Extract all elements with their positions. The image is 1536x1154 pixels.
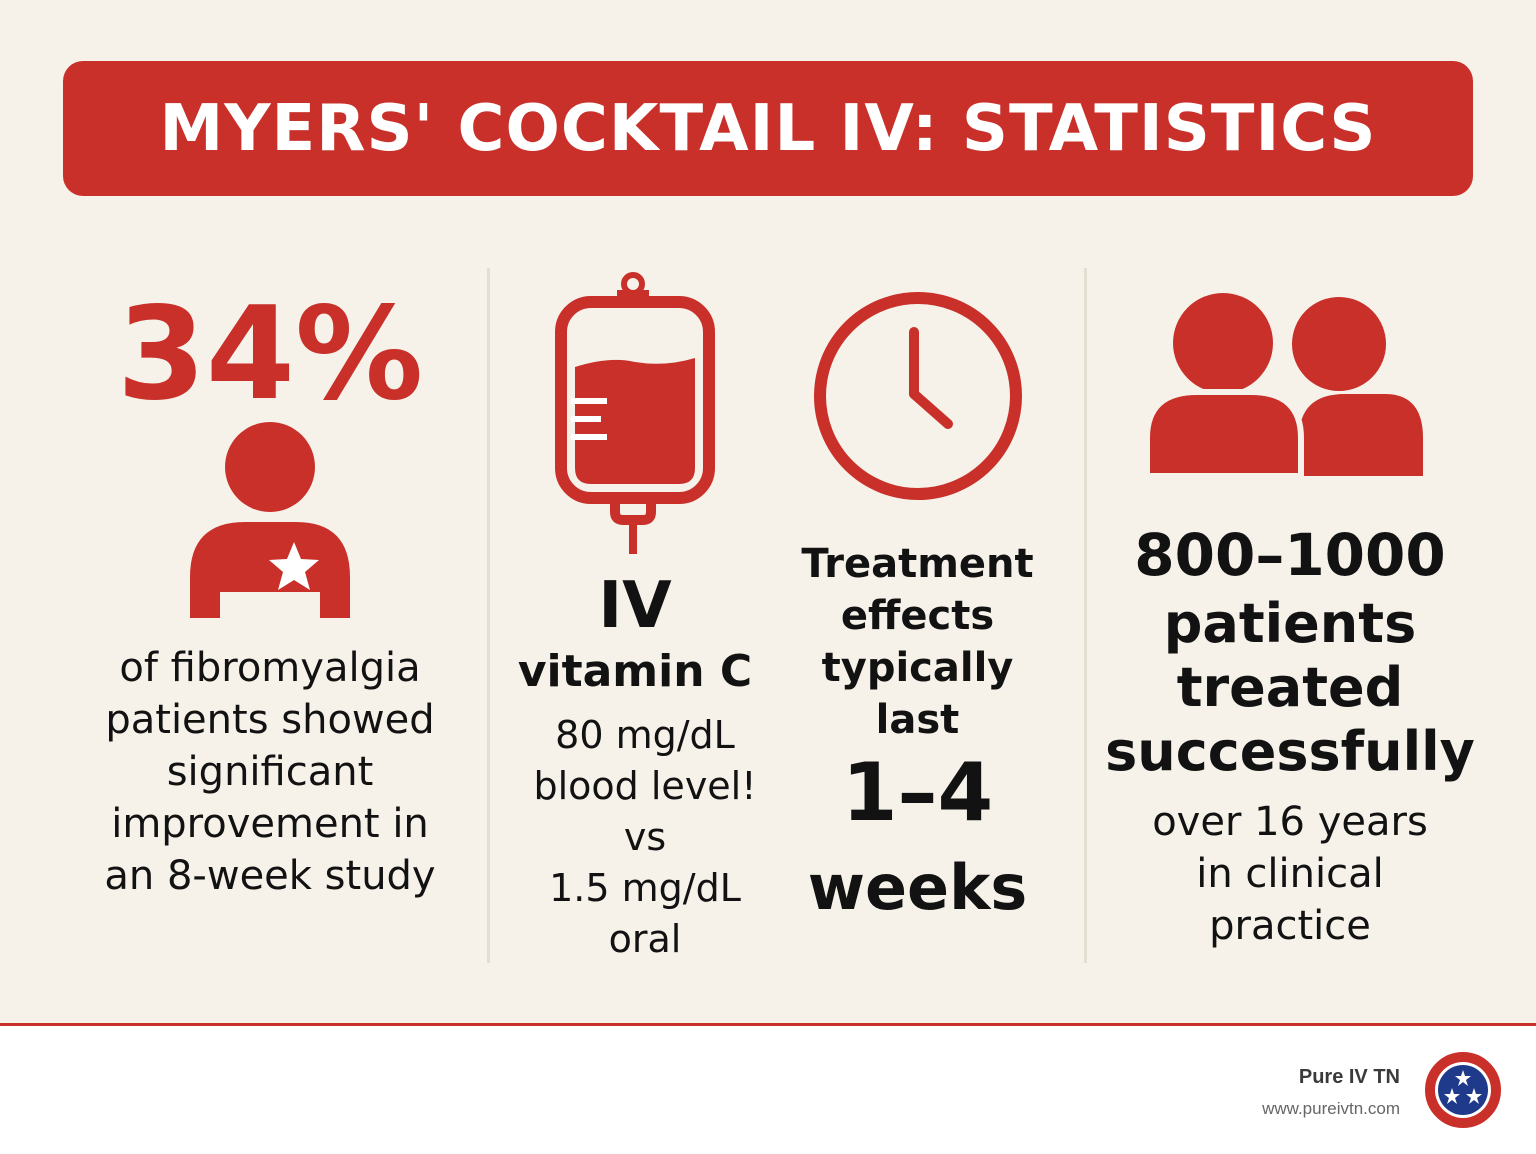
patients-label-line: successfully xyxy=(1105,720,1475,783)
column-divider xyxy=(487,268,490,963)
footer xyxy=(0,1026,1536,1154)
fibromyalgia-stat-value: 34% xyxy=(116,280,424,429)
duration-description-line: last xyxy=(875,697,960,743)
duration-range: 1–4 xyxy=(841,746,994,839)
clock-icon xyxy=(814,292,1022,500)
patients-count: 800–1000 xyxy=(1134,521,1446,589)
fibromyalgia-description-line: an 8-week study xyxy=(104,853,436,899)
person-star-icon xyxy=(190,422,350,618)
patients-detail: over 16 years in clinical practice xyxy=(1090,796,1490,952)
iv-comparison-line: 80 mg/dL xyxy=(555,713,735,757)
duration-description: Treatment effects typically last xyxy=(785,538,1050,746)
fibromyalgia-description-line: improvement in xyxy=(111,801,429,847)
patients-detail-line: over 16 years xyxy=(1152,799,1428,845)
iv-bag-icon xyxy=(555,272,715,554)
iv-comparison-line: oral xyxy=(608,917,682,961)
title-banner: MYERS' COCKTAIL IV: STATISTICS xyxy=(63,61,1473,196)
patients-detail-line: in clinical xyxy=(1196,851,1384,897)
iv-subheading: vitamin C xyxy=(517,646,753,697)
tennessee-logo-icon xyxy=(1423,1050,1503,1130)
iv-heading: IV xyxy=(598,569,672,643)
fibromyalgia-description-line: patients showed xyxy=(105,697,435,743)
patients-label-line: treated xyxy=(1176,656,1404,719)
duration-description-line: typically xyxy=(821,645,1014,691)
patients-detail-line: practice xyxy=(1209,903,1371,949)
brand-name: Pure IV TN xyxy=(1298,1066,1400,1088)
iv-comparison-line: 1.5 mg/dL xyxy=(549,866,741,910)
fibromyalgia-description-line: of fibromyalgia xyxy=(119,645,421,691)
fibromyalgia-description: of fibromyalgia patients showed signific… xyxy=(60,642,480,902)
column-divider xyxy=(1084,268,1087,963)
patients-label-line: patients xyxy=(1163,592,1417,655)
duration-description-line: Treatment xyxy=(801,541,1034,587)
fibromyalgia-description-line: significant xyxy=(166,749,374,795)
brand-url[interactable]: www.pureivtn.com xyxy=(1262,1099,1400,1118)
footer-rule xyxy=(0,1023,1536,1026)
duration-description-line: effects xyxy=(840,593,995,639)
page-title: MYERS' COCKTAIL IV: STATISTICS xyxy=(159,91,1377,166)
iv-comparison-line: blood level! xyxy=(533,764,757,808)
people-icon xyxy=(1144,291,1423,479)
duration-unit: weeks xyxy=(807,851,1028,924)
patients-label: patients treated successfully xyxy=(1090,592,1490,784)
iv-comparison-line: vs xyxy=(623,815,667,859)
iv-comparison: 80 mg/dL blood level! vs 1.5 mg/dL oral xyxy=(505,710,785,965)
